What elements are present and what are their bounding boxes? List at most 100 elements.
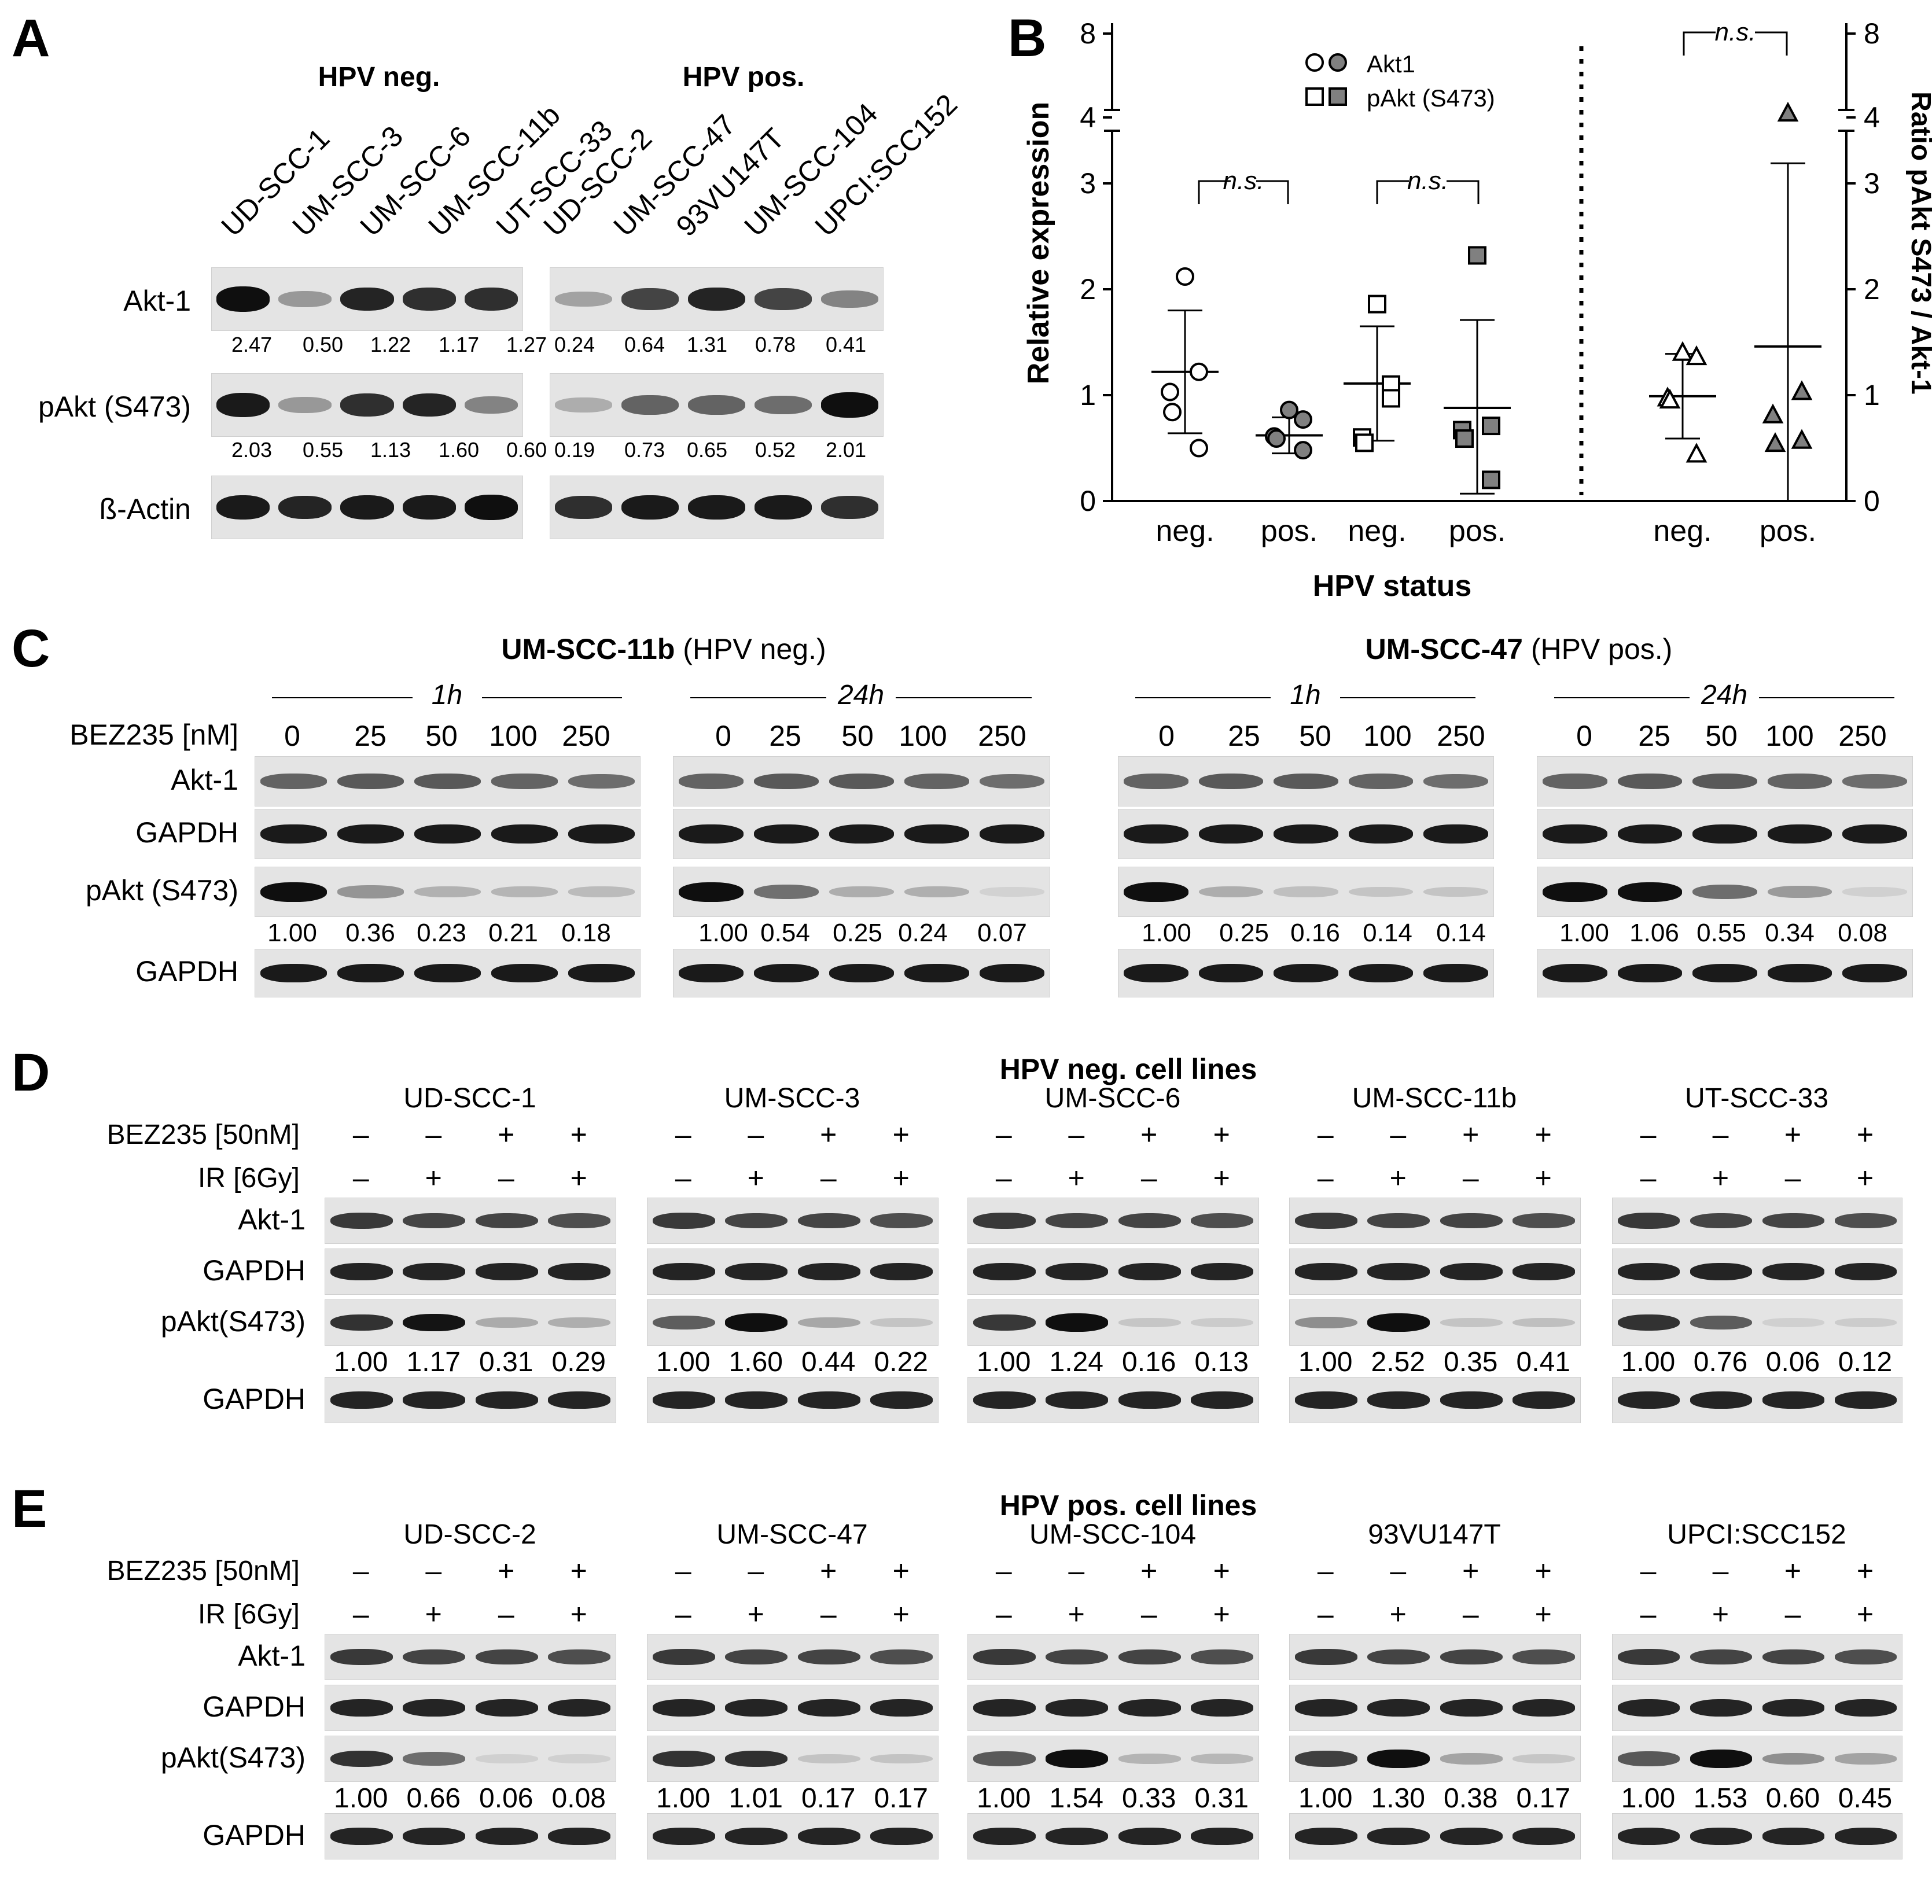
data-point [1468, 246, 1486, 265]
band [403, 1649, 466, 1665]
band [679, 824, 744, 844]
significance-label: n.s. [1715, 18, 1756, 46]
band [1690, 1263, 1753, 1280]
quant-value: 0.55 [302, 438, 344, 462]
band [1046, 1750, 1109, 1768]
band [330, 1699, 393, 1717]
hpv-status: (HPV pos.) [1522, 633, 1673, 665]
band [1834, 1649, 1897, 1665]
band [402, 393, 457, 417]
band [652, 1699, 715, 1717]
band [1767, 885, 1832, 898]
band [414, 824, 481, 844]
bez-sign: + [1140, 1555, 1158, 1587]
ir-sign: + [747, 1162, 764, 1194]
band [1617, 1699, 1680, 1717]
band [1118, 1699, 1181, 1717]
band [821, 392, 878, 418]
band [330, 1750, 393, 1767]
band [475, 1649, 538, 1665]
quant-value: 0.50 [302, 333, 344, 356]
band [1348, 824, 1414, 844]
band [1690, 1750, 1753, 1768]
ir-sign: + [1389, 1162, 1407, 1194]
band [1294, 1828, 1357, 1845]
band [1124, 882, 1188, 902]
bez-sign: + [892, 1118, 910, 1151]
band [870, 1649, 933, 1665]
data-point [1161, 382, 1179, 402]
quant-value: 1.00 [656, 1347, 711, 1378]
band [1513, 1317, 1576, 1328]
band [278, 397, 332, 413]
band [330, 1314, 393, 1331]
band [491, 824, 558, 844]
treatment-label: IR [6Gy] [197, 1163, 300, 1194]
band [403, 1213, 466, 1229]
blot-strip [647, 1198, 939, 1244]
divider-line [690, 697, 826, 698]
band [1046, 1391, 1109, 1409]
band [337, 773, 404, 790]
band [1834, 1213, 1897, 1229]
band [679, 882, 744, 902]
y-tick-label: 3 [1080, 167, 1096, 200]
band [725, 1750, 788, 1767]
bez-sign: + [1534, 1555, 1552, 1587]
row-label: pAkt(S473) [160, 1741, 306, 1774]
quant-value: 1.17 [438, 333, 480, 356]
band [797, 1649, 860, 1665]
band [797, 1699, 860, 1717]
blot-strip [255, 949, 641, 997]
band [1767, 774, 1832, 789]
band [568, 886, 635, 897]
band [1118, 1263, 1181, 1280]
dose-label: 250 [978, 720, 1026, 752]
quant-value: 0.07 [977, 919, 1027, 947]
bez-sign: – [748, 1555, 764, 1587]
band [1762, 1263, 1825, 1280]
band [1762, 1828, 1825, 1845]
quant-value: 1.00 [1142, 919, 1191, 947]
bez-sign: + [820, 1118, 837, 1151]
quant-value: 0.38 [1444, 1783, 1498, 1814]
band [1543, 774, 1607, 789]
band [1617, 1751, 1680, 1766]
band [797, 1828, 860, 1845]
cell-line-name: UM-SCC-47 [1365, 633, 1523, 665]
ir-sign: – [352, 1162, 369, 1194]
cell-line-label: UT-SCC-33 [1684, 1083, 1829, 1114]
quant-value: 0.24 [898, 919, 948, 947]
group-label: HPV neg. [318, 62, 440, 93]
band [1274, 886, 1338, 897]
significance-label: n.s. [1223, 167, 1264, 195]
band [1617, 1649, 1680, 1665]
row-label: GAPDH [203, 1691, 306, 1723]
ir-sign: + [1534, 1598, 1552, 1630]
blot-strip [1612, 1299, 1902, 1346]
bez-sign: + [820, 1555, 837, 1587]
ir-sign: + [892, 1598, 910, 1630]
band [1046, 1649, 1109, 1665]
quant-value: 0.60 [506, 438, 547, 462]
band [1118, 1649, 1181, 1665]
ir-sign: + [1712, 1598, 1729, 1630]
band [688, 287, 745, 311]
band [1274, 773, 1338, 790]
band [1198, 886, 1264, 898]
y-tick-label: 2 [1080, 273, 1096, 305]
bez-sign: + [570, 1118, 587, 1151]
blot-strip [967, 1736, 1259, 1782]
band [754, 884, 819, 900]
blot-strip [647, 1377, 939, 1423]
quant-value: 0.64 [624, 333, 665, 356]
band [652, 1750, 715, 1767]
band [755, 495, 812, 520]
band [1423, 824, 1488, 844]
ir-sign: – [820, 1598, 837, 1630]
data-point [1355, 433, 1374, 452]
x-tick-label: pos. [1449, 514, 1506, 548]
significance-label: n.s. [1407, 167, 1448, 195]
quant-value: 0.12 [1838, 1347, 1893, 1378]
band [1118, 1391, 1181, 1409]
